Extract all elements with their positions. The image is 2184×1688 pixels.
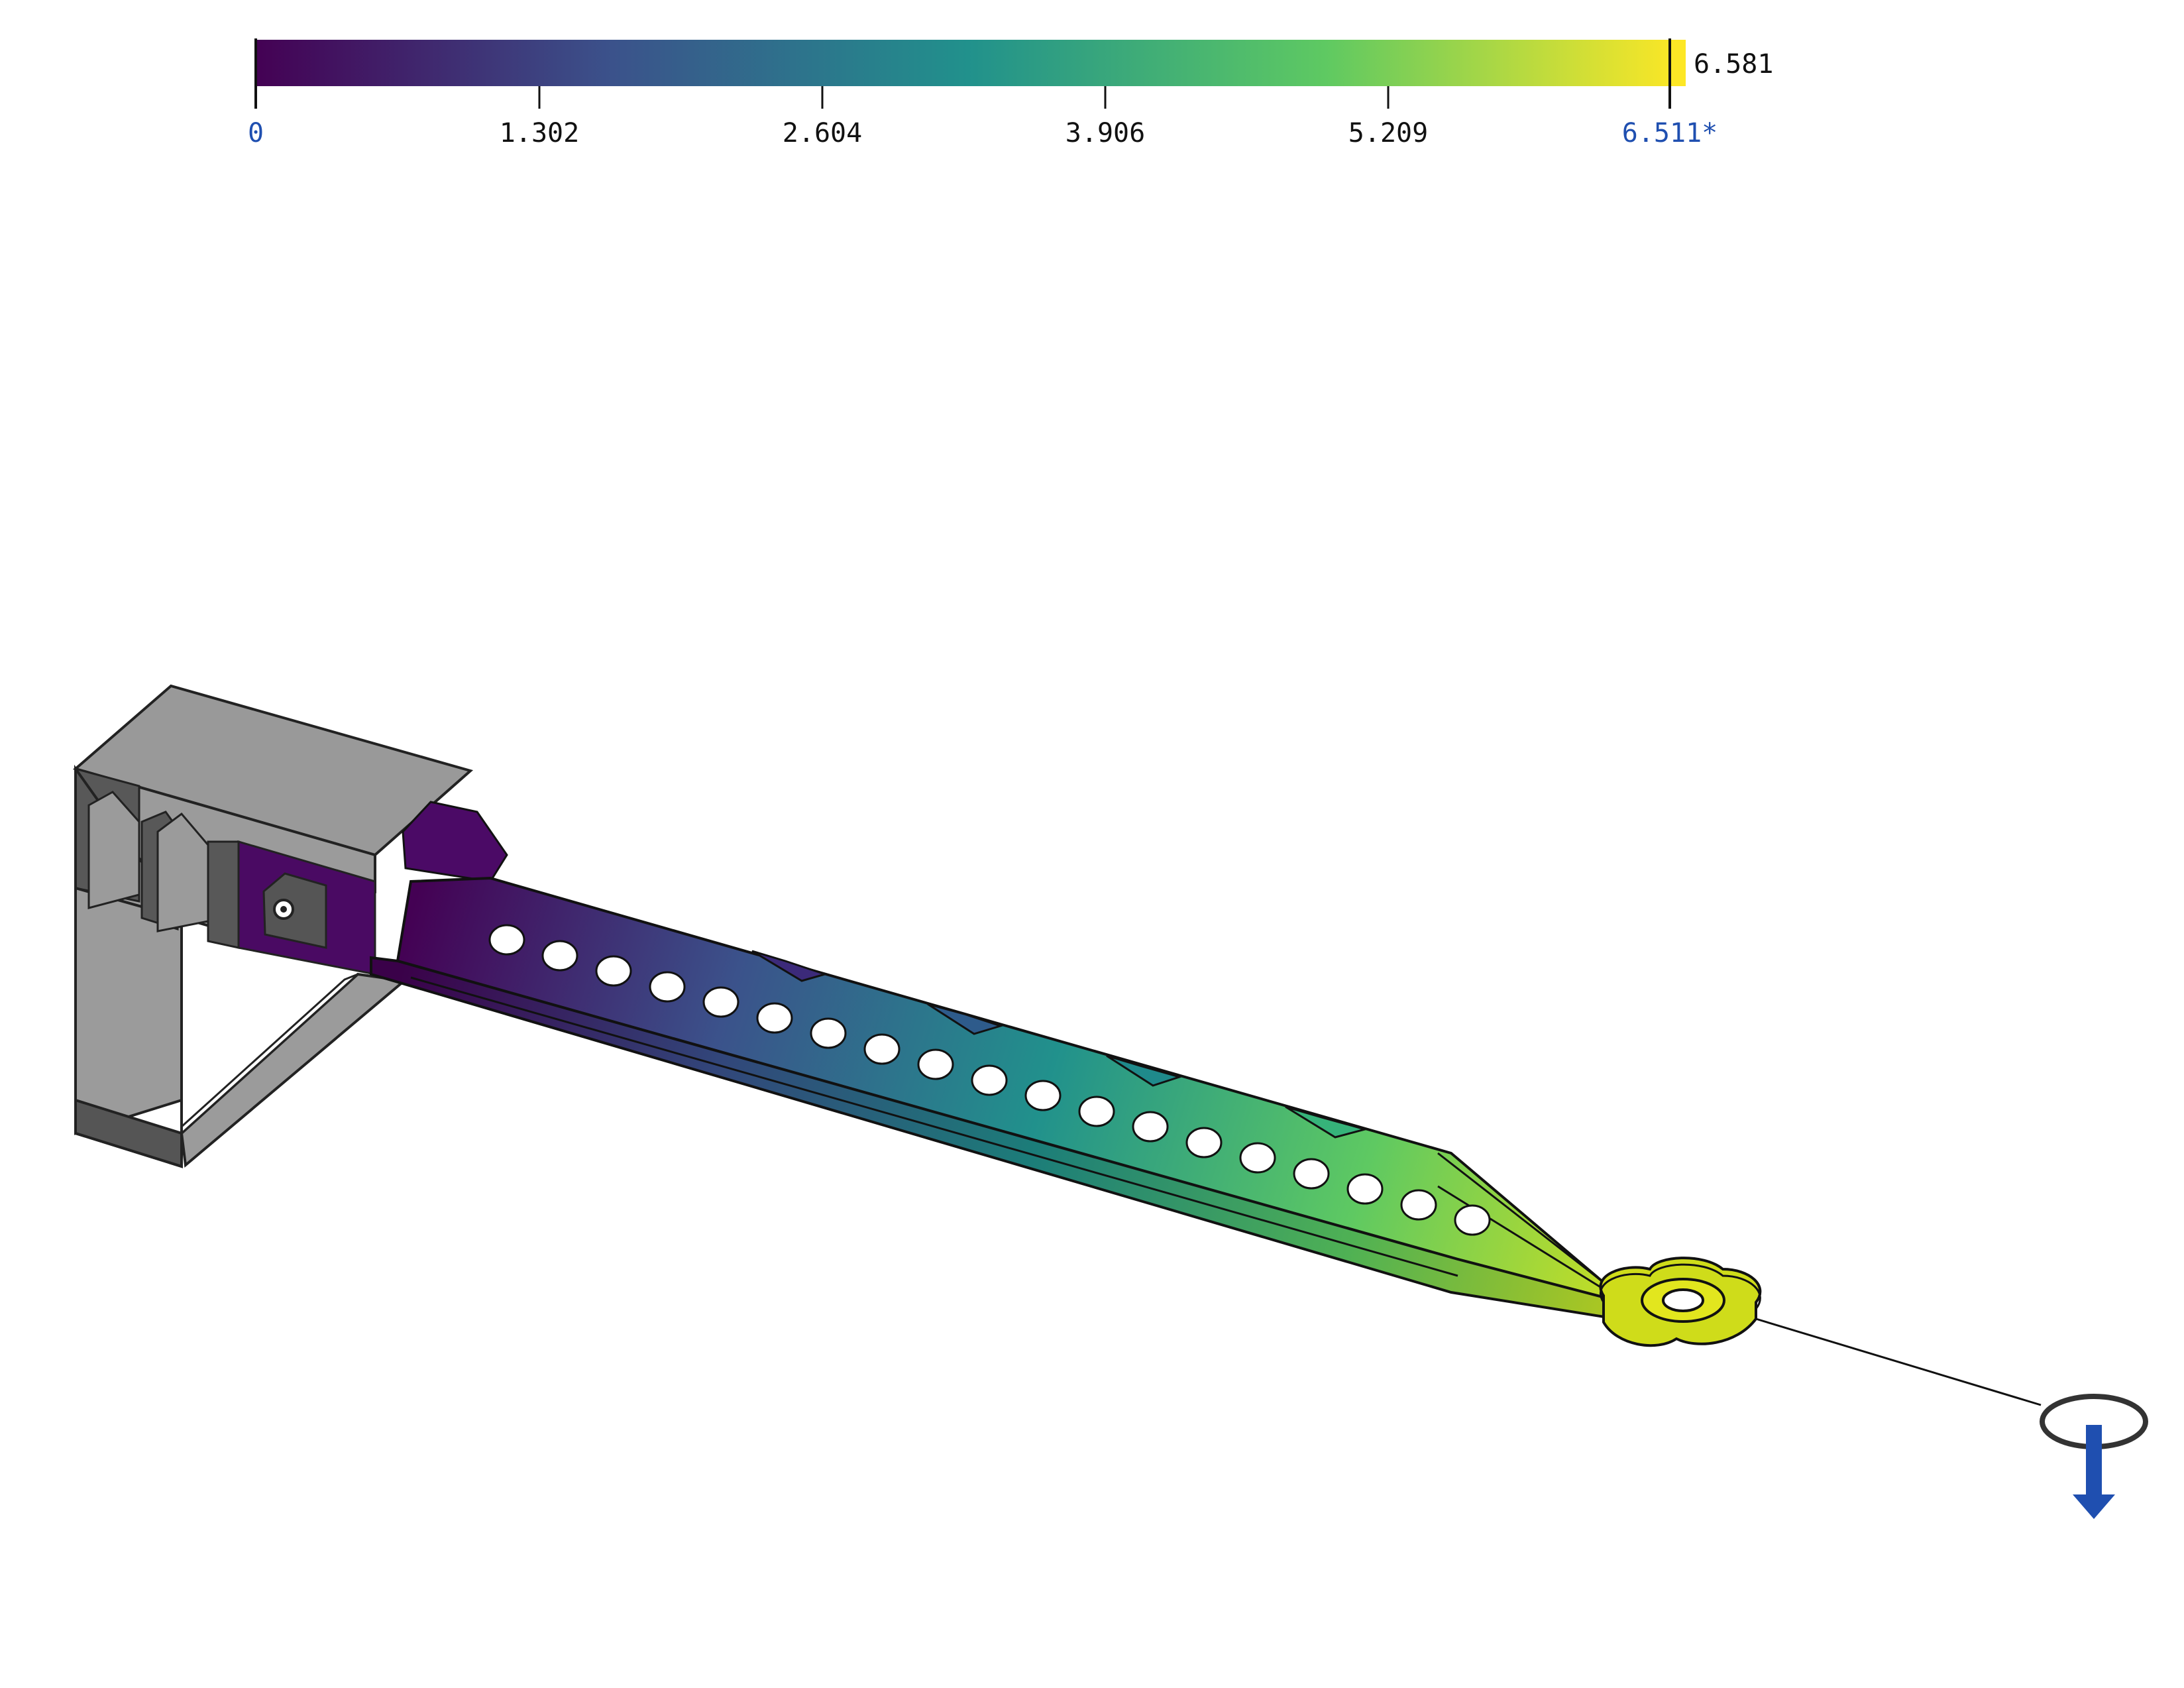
load-arrow-icon: [2073, 1494, 2115, 1519]
color-bar: 0 1.302 2.604 3.906 5.209 6.511* 6.581: [248, 38, 1773, 148]
color-bar-gradient: [256, 40, 1680, 86]
beam-holes: [488, 924, 1491, 1236]
color-bar-tick-label: 5.209: [1348, 118, 1428, 148]
beam-tip-eyelet: [1599, 1257, 1762, 1347]
load-indicator: [1755, 1318, 2148, 1519]
color-bar-tick-label: 3.906: [1065, 118, 1145, 148]
color-bar-overflow-band: [1670, 40, 1686, 86]
color-bar-min-label: 0: [248, 118, 264, 148]
color-bar-threshold-label: 6.511*: [1622, 118, 1718, 148]
color-bar-tick-label: 1.302: [500, 118, 579, 148]
fixture-block: [72, 684, 474, 1168]
load-arrow-shaft: [2086, 1425, 2102, 1498]
load-leader-line: [1755, 1318, 2042, 1406]
color-bar-max-label: 6.581: [1694, 49, 1773, 80]
color-bar-tick-label: 2.604: [783, 118, 862, 148]
beam: [370, 801, 1762, 1347]
